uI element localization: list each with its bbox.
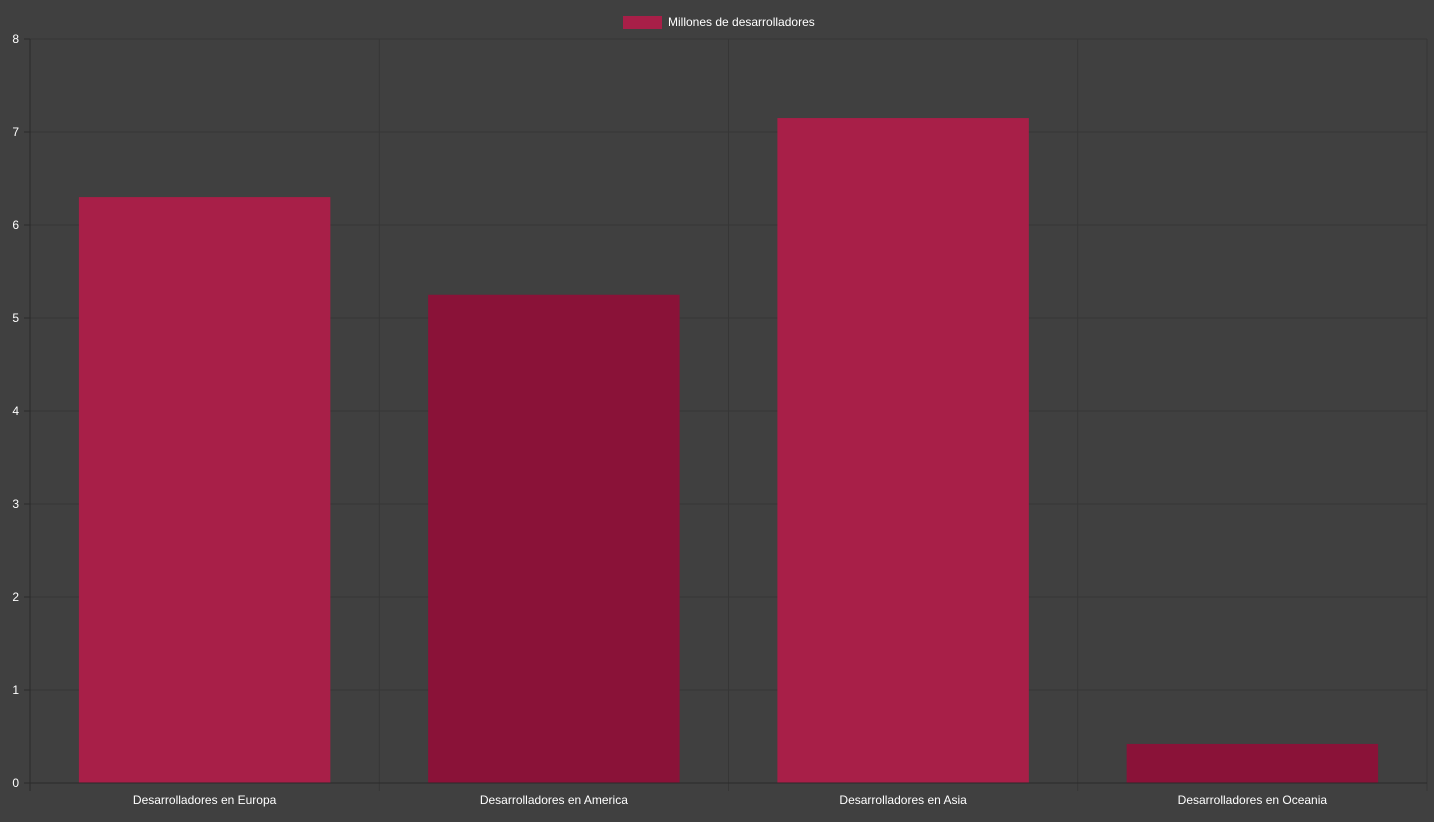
bars <box>78 118 1379 784</box>
x-tick-label: Desarrolladores en Europa <box>133 793 277 807</box>
y-tick-label: 0 <box>12 776 19 790</box>
x-tick-label: Desarrolladores en Oceania <box>1178 793 1328 807</box>
y-tick-label: 6 <box>12 218 19 232</box>
bar[interactable] <box>78 197 331 784</box>
y-tick-label: 7 <box>12 125 19 139</box>
y-tick-label: 5 <box>12 311 19 325</box>
bar[interactable] <box>428 294 680 783</box>
axes: 0 1 2 3 4 5 6 7 8 Desarrolladores en Europa Desarr… <box>12 32 1427 807</box>
y-tick-label: 8 <box>12 32 19 46</box>
legend[interactable]: Millones de desarrolladores <box>623 15 815 29</box>
y-tick-label: 1 <box>12 683 19 697</box>
legend-swatch[interactable] <box>623 16 662 29</box>
y-tick-label: 3 <box>12 497 19 511</box>
x-tick-label: Desarrolladores en America <box>480 793 628 807</box>
y-tick-label: 2 <box>12 590 19 604</box>
x-tick-label: Desarrolladores en Asia <box>839 793 967 807</box>
y-tick-label: 4 <box>12 404 19 418</box>
bar[interactable] <box>777 118 1029 784</box>
bar[interactable] <box>1126 743 1379 783</box>
legend-label[interactable]: Millones de desarrolladores <box>668 15 815 29</box>
